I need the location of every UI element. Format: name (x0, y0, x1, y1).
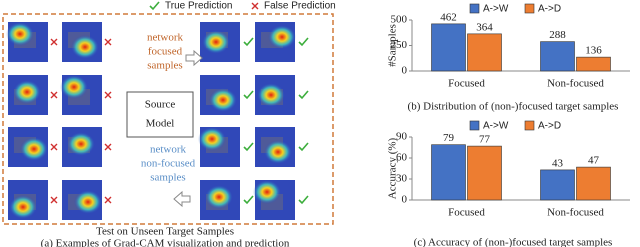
cross-icon (104, 196, 112, 204)
value-label: 47 (588, 155, 600, 167)
x-tick-label: Focused (448, 207, 485, 219)
y-tick-label: 0 (402, 194, 408, 206)
heatmap (74, 190, 102, 214)
value-label: 364 (476, 21, 493, 33)
check-icon (149, 1, 160, 11)
legend-swatch (469, 120, 480, 131)
bar (540, 169, 575, 201)
legend-true: True Prediction (165, 1, 232, 12)
legend-swatch (524, 3, 535, 14)
model-text: Source (145, 99, 176, 111)
y-tick-label: 90 (396, 131, 408, 143)
heatmap (202, 30, 230, 54)
check-icon (298, 142, 309, 152)
cross-icon (104, 91, 112, 99)
legend-label: A->D (538, 121, 561, 132)
heatmap (205, 185, 233, 209)
caption: (b) Distribution of (non-)focused target… (408, 101, 619, 113)
panel-frame (2, 13, 334, 225)
check-icon (298, 37, 309, 47)
arrow-left (173, 190, 191, 208)
focused-text: samples (147, 60, 182, 72)
value-label: 288 (549, 29, 566, 41)
cross-icon (50, 143, 58, 151)
check-icon (243, 90, 254, 100)
legend-false: False Prediction (264, 1, 336, 12)
heatmap (268, 25, 296, 49)
bar (576, 56, 611, 72)
bar (540, 41, 575, 72)
bar (431, 23, 466, 72)
focused-text: network (147, 32, 184, 44)
check-icon (298, 195, 309, 205)
heatmap (60, 75, 88, 99)
check-icon (298, 90, 309, 100)
heatmap (264, 140, 292, 164)
arrow-right (185, 49, 203, 67)
check-icon (243, 142, 254, 152)
bar (467, 145, 502, 201)
legend-label: A->W (483, 121, 509, 132)
value-label: 77 (479, 134, 491, 146)
heatmap (20, 137, 48, 161)
heatmap (13, 80, 41, 104)
heatmap (71, 35, 99, 59)
nonfocused-text: non-focused (141, 158, 196, 170)
heatmap (198, 127, 226, 151)
legend-label: A->D (538, 4, 561, 15)
heatmap (9, 195, 37, 219)
legend-swatch (524, 120, 535, 131)
x-tick-label: Non-focused (547, 78, 604, 90)
y-tick-label: 500 (391, 14, 408, 26)
cross-icon (251, 2, 259, 10)
bar (576, 166, 611, 201)
caption: (c) Accuracy of (non-)focused target sam… (414, 237, 613, 247)
bar (431, 144, 466, 201)
y-tick-label: 30 (396, 173, 408, 185)
heatmap (6, 22, 34, 46)
nonfocused-text: samples (150, 172, 185, 184)
y-axis-label: Accuracy (%) (387, 137, 399, 199)
value-label: 43 (552, 157, 564, 169)
cross-icon (50, 38, 58, 46)
footer: Test on Unseen Target Samples (96, 226, 234, 238)
legend-label: A->W (483, 4, 509, 15)
x-tick-label: Non-focused (547, 207, 604, 219)
x-tick-label: Focused (448, 78, 485, 90)
y-tick-label: 60 (396, 152, 408, 164)
check-icon (243, 195, 254, 205)
heatmap (257, 83, 285, 107)
model-box (126, 91, 194, 138)
cross-icon (104, 38, 112, 46)
heatmap (67, 132, 95, 156)
y-tick-label: 250 (391, 39, 408, 51)
model-text: Model (146, 118, 175, 130)
bar (467, 33, 502, 72)
caption: (a) Examples of Grad-CAM visualization a… (41, 238, 290, 247)
value-label: 462 (440, 11, 457, 23)
legend-swatch (469, 3, 480, 14)
thumbnails (6, 22, 309, 220)
check-icon (243, 37, 254, 47)
focused-text: focused (148, 46, 183, 58)
y-tick-label: 0 (402, 65, 408, 77)
value-label: 136 (585, 45, 602, 57)
cross-icon (50, 196, 58, 204)
nonfocused-text: network (150, 144, 187, 156)
y-axis-label: #Samples (387, 24, 399, 67)
value-label: 79 (443, 132, 455, 144)
cross-icon (50, 91, 58, 99)
heatmap (209, 88, 237, 112)
cross-icon (104, 143, 112, 151)
heatmap (253, 180, 281, 204)
